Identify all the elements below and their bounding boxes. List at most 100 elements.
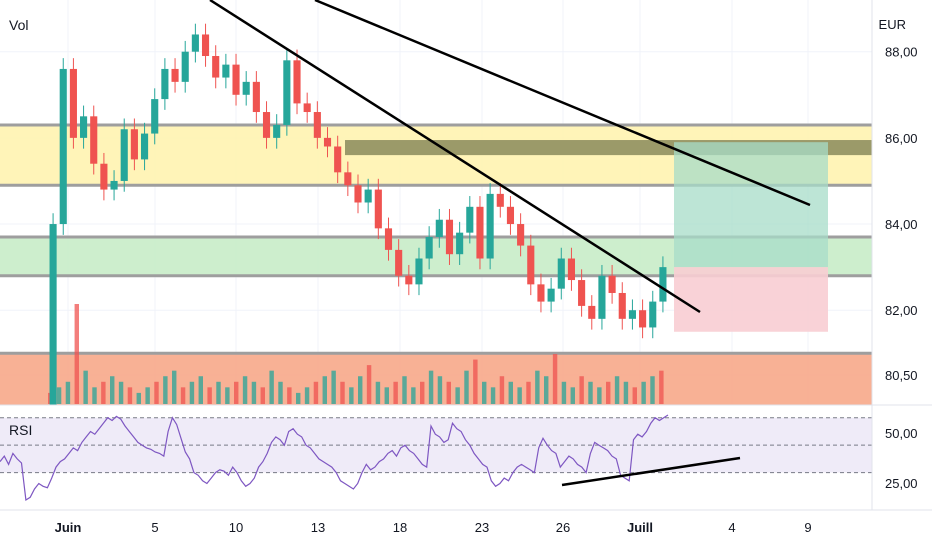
- candle-body: [374, 189, 382, 229]
- volume-bar: [127, 387, 133, 404]
- rsi-background: [0, 405, 932, 510]
- candle-body: [222, 64, 230, 78]
- volume-bar: [614, 376, 620, 404]
- volume-bar: [526, 381, 531, 404]
- candle-body: [313, 112, 321, 138]
- candle-body: [110, 180, 118, 190]
- volume-bar: [375, 381, 381, 404]
- volume-bar: [428, 370, 434, 404]
- candle-body: [161, 68, 169, 100]
- candle-body: [130, 129, 138, 160]
- volume-bar: [393, 381, 398, 404]
- volume-bar: [74, 304, 79, 404]
- volume-bar: [641, 381, 646, 404]
- volume-bar: [402, 376, 407, 404]
- volume-bar: [322, 376, 327, 404]
- candle-body: [242, 81, 250, 95]
- candle-body: [506, 206, 515, 225]
- candle-body: [120, 129, 128, 181]
- axes: 88,00 86,00 84,00 82,00 80,50 50,00 25,00 Juin 5…: [0, 0, 932, 535]
- candle-body: [466, 206, 474, 233]
- volume-bar: [446, 381, 451, 404]
- volume-bar: [269, 370, 274, 404]
- volume-bar: [207, 387, 212, 404]
- candles: [49, 23, 667, 429]
- y-tick-label: 82,00: [885, 303, 918, 318]
- target-box: [674, 142, 828, 268]
- candle-body: [334, 146, 342, 173]
- y-tick-label: 86,00: [885, 131, 918, 146]
- volume-bar: [437, 376, 443, 404]
- volume-bar: [198, 376, 203, 404]
- volume-bar: [154, 381, 159, 404]
- x-tick-label: Juin: [55, 520, 82, 535]
- candle-body: [323, 137, 332, 147]
- candle-body: [364, 189, 372, 203]
- candle-body: [262, 112, 271, 138]
- candle-body: [303, 103, 311, 113]
- volume-bar: [331, 370, 336, 404]
- candle-body: [384, 228, 393, 250]
- volume-bar: [366, 365, 372, 404]
- volume-bar: [145, 387, 150, 404]
- volume-bar: [180, 387, 186, 404]
- volume-bar: [420, 381, 425, 404]
- volume-bar: [473, 359, 478, 404]
- rsi-pane: [0, 404, 932, 510]
- candle-body: [649, 301, 657, 328]
- volume-bar: [172, 370, 177, 404]
- volume-bar: [313, 381, 319, 404]
- x-tick-label: Juill: [627, 520, 653, 535]
- candle-body: [293, 60, 301, 104]
- volume-bar: [242, 376, 248, 404]
- currency-label: EUR: [878, 17, 906, 32]
- rsi-pane-label: RSI: [9, 422, 33, 438]
- volume-bar: [234, 381, 239, 404]
- volume-bar: [561, 381, 567, 404]
- candle-body: [273, 124, 281, 138]
- volume-bar: [260, 387, 265, 404]
- volume-bar: [508, 381, 513, 404]
- volume-bars: [48, 304, 664, 404]
- candle-body: [618, 292, 626, 319]
- x-tick-label: 26: [556, 520, 570, 535]
- volume-bar: [251, 381, 257, 404]
- volume-bar: [544, 376, 549, 404]
- x-tick-label: 13: [311, 520, 325, 535]
- candle-body: [425, 236, 433, 259]
- volume-bar: [464, 370, 469, 404]
- candle-body: [252, 81, 260, 113]
- volume-bar: [535, 370, 540, 404]
- rsi-tick-label: 25,00: [885, 476, 918, 491]
- rsi-trendline: [561, 456, 741, 487]
- candle-body: [49, 224, 57, 418]
- long-position-tool: [674, 142, 828, 332]
- volume-bar: [118, 381, 124, 404]
- trendline-steep: [209, 0, 701, 314]
- candle-body: [588, 305, 596, 319]
- volume-bar: [225, 387, 230, 404]
- candle-body: [598, 275, 606, 319]
- volume-bar: [552, 354, 558, 404]
- candle-body: [547, 288, 555, 302]
- candle-body: [344, 172, 352, 186]
- candle-body: [354, 185, 362, 203]
- y-tick-label: 80,50: [885, 368, 918, 383]
- volume-bar: [384, 387, 389, 404]
- volume-bar: [579, 376, 584, 404]
- volume-bar: [632, 387, 637, 404]
- volume-bar: [163, 376, 168, 404]
- candle-body: [151, 99, 159, 134]
- volume-bar: [588, 381, 593, 404]
- candle-body: [578, 280, 586, 306]
- candle-body: [567, 258, 575, 281]
- volume-bar: [517, 387, 522, 404]
- x-tick-label: 9: [804, 520, 811, 535]
- candle-body: [181, 51, 189, 82]
- candle-body: [80, 116, 88, 138]
- candle-body: [608, 275, 616, 293]
- volume-bar: [482, 381, 487, 404]
- x-tick-label: 5: [151, 520, 158, 535]
- candle-body: [537, 284, 545, 302]
